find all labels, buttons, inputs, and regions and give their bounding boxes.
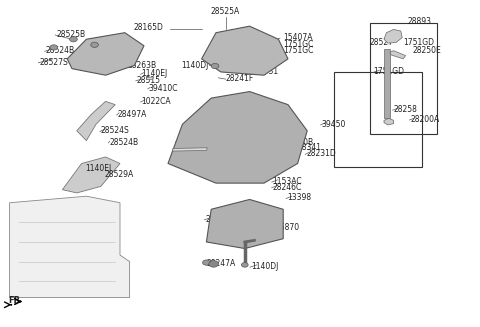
Text: 1751GC: 1751GC	[283, 46, 313, 55]
Text: 1140DJ: 1140DJ	[181, 61, 209, 70]
Text: 26931: 26931	[254, 67, 278, 77]
Bar	[370, 23, 437, 134]
Polygon shape	[390, 51, 406, 59]
Circle shape	[50, 45, 58, 50]
Polygon shape	[168, 92, 307, 183]
Text: 28521A: 28521A	[177, 137, 206, 146]
Text: 39410C: 39410C	[149, 84, 178, 93]
Polygon shape	[77, 101, 115, 141]
Text: 28527: 28527	[370, 38, 394, 47]
Text: 28527S: 28527S	[39, 58, 68, 67]
Text: 1022CA: 1022CA	[142, 97, 171, 106]
Polygon shape	[206, 199, 283, 249]
Text: 13398: 13398	[287, 193, 311, 202]
Text: 28258: 28258	[394, 105, 418, 114]
Text: 28232T: 28232T	[209, 105, 237, 114]
Text: 28515: 28515	[137, 76, 161, 85]
Text: 28231D: 28231D	[306, 149, 336, 158]
Polygon shape	[202, 26, 288, 75]
Text: 1140EJ: 1140EJ	[85, 164, 112, 173]
Text: 1751GD: 1751GD	[373, 67, 405, 77]
Polygon shape	[173, 148, 207, 151]
Circle shape	[203, 260, 210, 265]
Text: 1751GC: 1751GC	[283, 40, 313, 49]
Text: 28263B: 28263B	[127, 61, 156, 70]
Polygon shape	[62, 157, 120, 193]
Text: 28327A: 28327A	[205, 215, 235, 224]
Text: K13665: K13665	[89, 38, 118, 47]
Polygon shape	[384, 49, 390, 118]
Text: 28524B: 28524B	[46, 46, 75, 55]
Text: 28530: 28530	[110, 44, 134, 54]
Text: 39450: 39450	[322, 120, 346, 129]
Text: 1140DJ: 1140DJ	[251, 262, 278, 271]
Text: 28231: 28231	[226, 97, 250, 106]
Text: 28524S: 28524S	[101, 126, 130, 135]
Text: 28525A: 28525A	[211, 7, 240, 16]
Text: 26870: 26870	[276, 223, 300, 232]
Text: 28246C: 28246C	[273, 182, 302, 192]
Polygon shape	[146, 77, 154, 80]
Text: 28250E: 28250E	[413, 46, 442, 55]
Text: 28893: 28893	[408, 17, 432, 26]
Text: 21720B: 21720B	[284, 138, 313, 147]
Text: 28529A: 28529A	[105, 170, 134, 180]
Text: 28241F: 28241F	[226, 74, 254, 83]
Text: 28341: 28341	[298, 143, 322, 152]
Text: 28497A: 28497A	[118, 110, 147, 119]
Polygon shape	[10, 196, 130, 298]
Text: 28165D: 28165D	[210, 232, 240, 241]
Text: 1153AC: 1153AC	[273, 177, 302, 186]
Polygon shape	[384, 29, 402, 43]
Circle shape	[91, 42, 98, 47]
Circle shape	[209, 261, 218, 267]
Text: 28247A: 28247A	[206, 259, 236, 268]
Text: FR: FR	[9, 296, 21, 305]
Text: 1140EJ: 1140EJ	[142, 69, 168, 78]
Circle shape	[241, 263, 248, 267]
Polygon shape	[67, 33, 144, 75]
Text: 28200A: 28200A	[410, 115, 440, 124]
Circle shape	[211, 63, 219, 69]
Text: 28525B: 28525B	[56, 30, 85, 39]
Text: 28231F: 28231F	[226, 112, 254, 121]
Bar	[334, 72, 422, 167]
Text: 15407A: 15407A	[283, 33, 312, 42]
Text: 28165D: 28165D	[133, 23, 163, 32]
Text: 28524B: 28524B	[109, 138, 139, 147]
Circle shape	[70, 37, 77, 42]
Polygon shape	[384, 118, 394, 125]
Text: 1751GD: 1751GD	[403, 38, 434, 47]
